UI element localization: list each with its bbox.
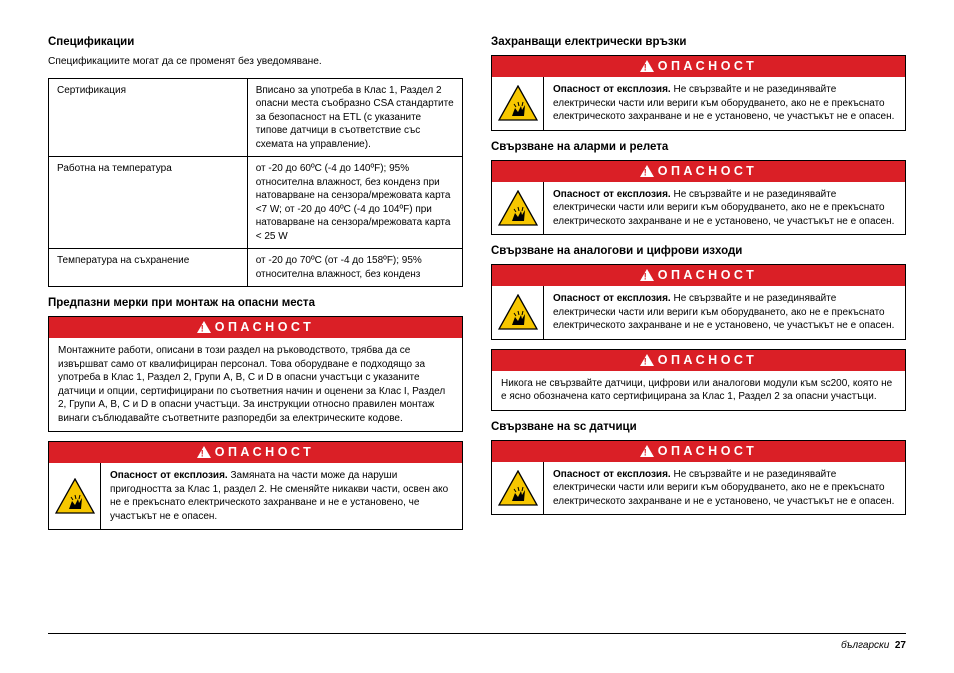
explosion-icon [492, 77, 544, 130]
danger-label: ОПАСНОСТ [658, 59, 758, 73]
danger-text: Никога не свързвайте датчици, цифрови ил… [492, 371, 905, 410]
danger-label: ОПАСНОСТ [658, 444, 758, 458]
spec-label: Работна на температура [49, 157, 248, 249]
danger-box: ! ОПАСНОСТ Опасност от експлозия. Не свъ… [491, 264, 906, 340]
danger-box: ! ОПАСНОСТ Опасност от експлозия. Не свъ… [491, 440, 906, 516]
danger-box: ! ОПАСНОСТ Никога не свързвайте датчици,… [491, 349, 906, 411]
left-column: Спецификации Спецификациите могат да се … [48, 36, 463, 539]
table-row: Сертификация Вписано за употреба в Клас … [49, 78, 463, 157]
page-footer: български 27 [48, 633, 906, 651]
explosion-icon [49, 463, 101, 529]
danger-header: ! ОПАСНОСТ [492, 350, 905, 371]
danger-text: Монтажните работи, описани в този раздел… [49, 338, 462, 431]
spec-label: Температура на съхранение [49, 249, 248, 287]
spec-label: Сертификация [49, 78, 248, 157]
svg-text:!: ! [643, 447, 650, 457]
footer-page-number: 27 [895, 640, 906, 651]
danger-box: ! ОПАСНОСТ [48, 441, 463, 530]
danger-label: ОПАСНОСТ [658, 164, 758, 178]
warning-triangle-icon: ! [640, 60, 654, 72]
svg-text:!: ! [200, 324, 207, 334]
danger-label: ОПАСНОСТ [215, 320, 315, 334]
alarms-heading: Свързване на аларми и релета [491, 141, 906, 153]
danger-header: ! ОПАСНОСТ [492, 441, 905, 462]
specifications-intro: Спецификациите могат да се променят без … [48, 55, 463, 69]
spec-value: от -20 до 60ºC (-4 до 140ºF); 95% относи… [247, 157, 462, 249]
danger-header: ! ОПАСНОСТ [492, 265, 905, 286]
table-row: Температура на съхранение от -20 до 70ºC… [49, 249, 463, 287]
explosion-bold: Опасност от експлозия. [553, 293, 671, 304]
svg-text:!: ! [643, 167, 650, 177]
danger-text: Опасност от експлозия. Не свързвайте и н… [544, 462, 905, 515]
svg-text:!: ! [643, 272, 650, 282]
danger-label: ОПАСНОСТ [658, 353, 758, 367]
danger-header: ! ОПАСНОСТ [492, 56, 905, 77]
danger-text: Опасност от експлозия. Не свързвайте и н… [544, 286, 905, 339]
svg-text:!: ! [643, 356, 650, 366]
explosion-icon [492, 182, 544, 235]
svg-text:!: ! [643, 63, 650, 73]
danger-label: ОПАСНОСТ [658, 268, 758, 282]
specifications-heading: Спецификации [48, 36, 463, 48]
danger-text: Опасност от експлозия. Замяната на части… [101, 463, 462, 529]
spec-value: Вписано за употреба в Клас 1, Раздел 2 о… [247, 78, 462, 157]
footer-language: български [841, 640, 889, 651]
explosion-bold: Опасност от експлозия. [553, 189, 671, 200]
power-heading: Захранващи електрически връзки [491, 36, 906, 48]
svg-text:!: ! [200, 449, 207, 459]
hazloc-heading: Предпазни мерки при монтаж на опасни мес… [48, 297, 463, 309]
warning-triangle-icon: ! [197, 321, 211, 333]
spec-value: от -20 до 70ºC (от -4 до 158ºF); 95% отн… [247, 249, 462, 287]
table-row: Работна на температура от -20 до 60ºC (-… [49, 157, 463, 249]
danger-header: ! ОПАСНОСТ [49, 442, 462, 463]
danger-header: ! ОПАСНОСТ [492, 161, 905, 182]
explosion-bold: Опасност от експлозия. [553, 469, 671, 480]
explosion-bold: Опасност от експлозия. [110, 470, 228, 481]
explosion-bold: Опасност от експлозия. [553, 84, 671, 95]
sensors-heading: Свързване на sc датчици [491, 421, 906, 433]
outputs-heading: Свързване на аналогови и цифрови изходи [491, 245, 906, 257]
danger-header: ! ОПАСНОСТ [49, 317, 462, 338]
warning-triangle-icon: ! [197, 446, 211, 458]
danger-text: Опасност от експлозия. Не свързвайте и н… [544, 182, 905, 235]
explosion-icon [492, 462, 544, 515]
danger-text: Опасност от експлозия. Не свързвайте и н… [544, 77, 905, 130]
warning-triangle-icon: ! [640, 445, 654, 457]
danger-label: ОПАСНОСТ [215, 445, 315, 459]
danger-box: ! ОПАСНОСТ Опасност от експлозия. Не свъ… [491, 160, 906, 236]
warning-triangle-icon: ! [640, 269, 654, 281]
explosion-icon [492, 286, 544, 339]
warning-triangle-icon: ! [640, 165, 654, 177]
right-column: Захранващи електрически връзки ! ОПАСНОС… [491, 36, 906, 539]
specifications-table: Сертификация Вписано за употреба в Клас … [48, 78, 463, 288]
danger-box: ! ОПАСНОСТ Монтажните работи, описани в … [48, 316, 463, 432]
warning-triangle-icon: ! [640, 354, 654, 366]
danger-box: ! ОПАСНОСТ Опасност от експлозия. Не свъ… [491, 55, 906, 131]
